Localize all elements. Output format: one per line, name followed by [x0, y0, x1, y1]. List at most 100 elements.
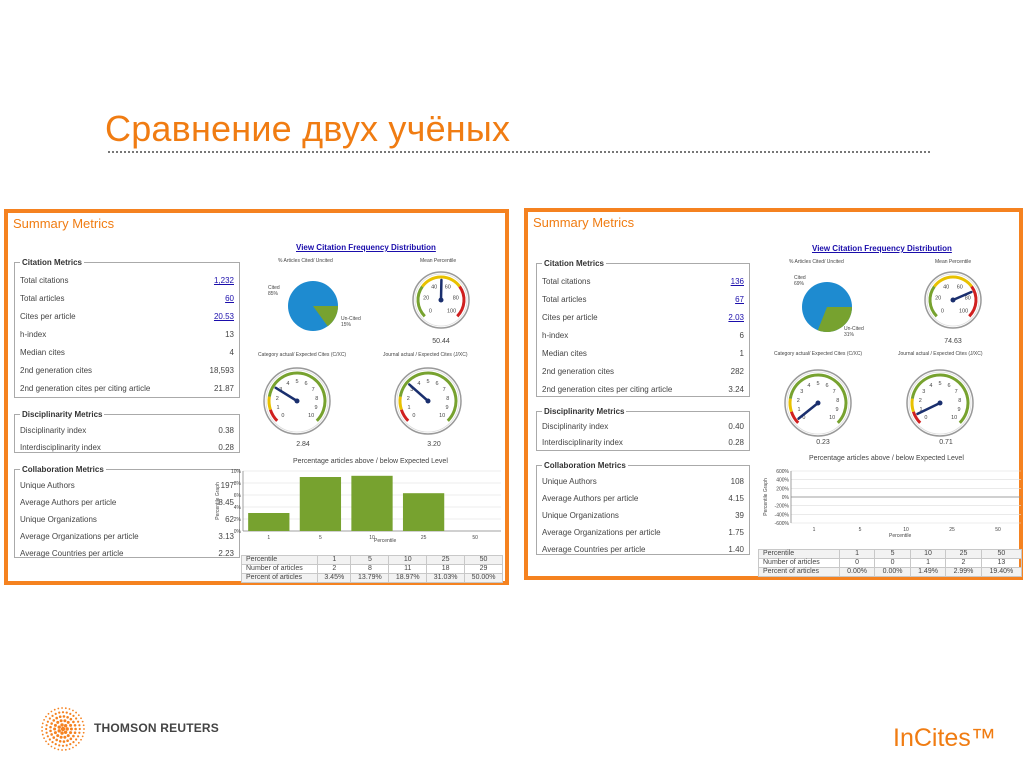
pie-cited-pct: 85%: [268, 291, 279, 297]
footer-product: InCites™: [893, 724, 996, 752]
gauge-tick-label: 6: [305, 381, 308, 387]
pie-uncited-name: Un-Cited: [844, 326, 864, 332]
metric-label: Interdisciplinarity index: [20, 443, 101, 452]
metric-value-link[interactable]: 136: [730, 277, 744, 286]
panel-title: Summary Metrics: [533, 215, 635, 230]
metric-value: 108: [730, 477, 744, 486]
metric-row: Average Authors per article 4.15: [537, 490, 749, 508]
metric-row: Cites per article 2.03: [537, 309, 749, 327]
gauge-tick-label: 100: [959, 309, 968, 315]
table-cell: 10: [909, 549, 947, 559]
disciplinarity-metrics-title: Disciplinarity Metrics: [542, 406, 627, 417]
metric-value-link[interactable]: 1,232: [213, 276, 234, 285]
metric-row: Interdisciplinarity index 0.28: [15, 439, 239, 457]
gauge-needle: [274, 386, 299, 403]
table-cell: 29: [464, 564, 503, 574]
gauge-tick-label: 0: [429, 309, 432, 315]
metric-value: 2.23: [218, 549, 234, 558]
disciplinarity-metrics-box: Disciplinarity Metrics Disciplinarity in…: [14, 409, 240, 453]
gauge-caption: Category actual/ Expected Cites (C/XC): [258, 352, 347, 358]
bar-ytick-label: 10%: [231, 469, 242, 475]
metric-label: Unique Authors: [542, 477, 597, 486]
table-cell: 2: [945, 558, 982, 568]
metric-label: Median cites: [542, 349, 587, 358]
bar-chart-title: Percentage articles above / below Expect…: [809, 455, 964, 462]
table-cell: 11: [388, 564, 428, 574]
cited-uncited-pie-chart: [802, 282, 852, 332]
slide-title: Сравнение двух учёных: [105, 108, 511, 149]
gauge-tick-label: 100: [447, 309, 456, 315]
bar-ytick-label: 600%: [776, 469, 789, 475]
bar-xtick-label: 1: [267, 535, 270, 541]
thomson-reuters-logo-icon: [41, 707, 85, 751]
metric-row: Cites per article 20.53: [15, 308, 239, 326]
metric-label: h-index: [542, 331, 569, 340]
gauge-tick-label: 2: [919, 398, 922, 404]
metric-value-link[interactable]: 60: [225, 294, 234, 303]
gauge-tick-label: 1: [797, 407, 800, 413]
view-citation-frequency-link[interactable]: View Citation Frequency Distribution: [296, 243, 436, 252]
metric-label: Average Organizations per article: [20, 532, 139, 541]
metric-label: Unique Authors: [20, 481, 75, 490]
footer-brand: THOMSON REUTERS: [94, 721, 220, 735]
table-cell: 0.00%: [874, 567, 911, 577]
metric-row: Unique Authors 197: [15, 477, 239, 495]
metric-label: Total citations: [542, 277, 591, 286]
gauge-needle: [916, 401, 942, 416]
bar-xtick-label: 10: [903, 527, 909, 533]
disciplinarity-metrics-box: Disciplinarity Metrics Disciplinarity in…: [536, 406, 750, 451]
metric-label: Total articles: [20, 294, 65, 303]
view-citation-frequency-link[interactable]: View Citation Frequency Distribution: [812, 244, 952, 253]
metric-label: Cites per article: [20, 312, 76, 321]
metric-row: 2nd generation cites 18,593: [15, 362, 239, 380]
bar-chart-xlabel: Percentile: [374, 538, 397, 544]
gauge-tick-label: 2: [276, 396, 279, 402]
pie-uncited-pct: 15%: [341, 322, 352, 328]
metric-row: Average Authors per article 8.45: [15, 494, 239, 512]
pie-slice-uncited: [817, 307, 852, 332]
metric-row: 2nd generation cites 282: [537, 363, 749, 381]
gauge-tick-label: 10: [951, 415, 957, 421]
table-cell: 5: [874, 549, 911, 559]
pie-slice-uncited: [313, 306, 338, 327]
table-cell: Percentile: [758, 549, 840, 559]
bar-ytick-label: -600%: [775, 521, 790, 527]
gauge-tick-label: 4: [417, 381, 420, 387]
gauge-tick-label: 5: [938, 381, 941, 387]
metric-value-link[interactable]: 67: [735, 295, 744, 304]
bar-chart-title: Percentage articles above / below Expect…: [293, 458, 448, 465]
table-cell: 18: [426, 564, 466, 574]
gauge-tick-label: 6: [436, 381, 439, 387]
table-row: Percent of articles 3.45% 13.79% 18.97% 31.0…: [240, 573, 503, 583]
metric-value-link[interactable]: 20.53: [213, 312, 234, 321]
bar-mark: [351, 475, 393, 531]
gauge-tick-label: 1: [276, 405, 279, 411]
metric-label: Total citations: [20, 276, 69, 285]
table-cell: Number of articles: [240, 564, 319, 574]
pie-cited-label: Cited 69%: [794, 275, 806, 287]
bar-mark: [299, 477, 342, 531]
table-cell: 1: [838, 549, 876, 559]
gauge-value: 2.84: [296, 441, 310, 448]
metric-label: Average Organizations per article: [542, 528, 661, 537]
pie-uncited-pct: 31%: [844, 332, 855, 338]
percentile-bar-chart: Percentile Graph 600% 400% 200% 0% -200% -400%…: [763, 469, 1021, 533]
metric-row: Total citations 1,232: [15, 272, 239, 290]
metric-value: 1.40: [728, 545, 744, 554]
metric-value-link[interactable]: 2.03: [728, 313, 744, 322]
table-row: Percentile 1 5 10 25 50: [240, 555, 503, 565]
metric-row: Unique Authors 108: [537, 473, 749, 491]
table-cell: Percent of articles: [240, 573, 319, 583]
metric-label: 2nd generation cites per citing article: [542, 385, 673, 394]
table-cell: 2.99%: [945, 567, 982, 577]
gauge-tick-label: 0: [924, 415, 927, 421]
table-cell: 50.00%: [464, 573, 503, 583]
table-cell: 25: [426, 555, 466, 565]
table-cell: 0: [874, 558, 911, 568]
bar-mark: [402, 493, 445, 531]
table-cell: 18.97%: [388, 573, 428, 583]
metric-value: 62: [225, 515, 234, 524]
bar-ytick-label: 8%: [234, 481, 242, 487]
